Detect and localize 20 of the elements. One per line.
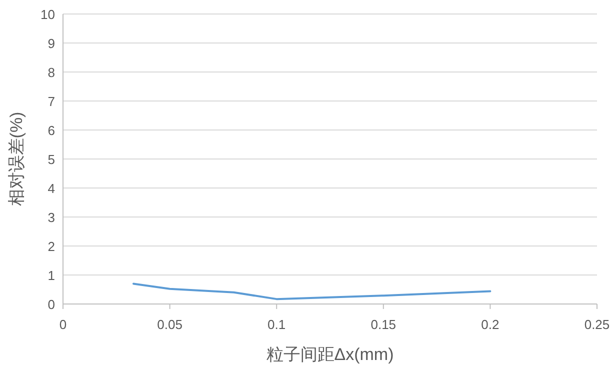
y-tick-label: 3 <box>48 210 55 225</box>
x-tick-label: 0.15 <box>370 317 396 332</box>
y-tick-label: 2 <box>48 239 55 254</box>
y-tick-label: 8 <box>48 65 55 80</box>
y-tick-label: 10 <box>40 7 55 22</box>
x-axis-title: 粒子间距Δx(mm) <box>266 345 394 364</box>
y-axis-title: 相对误差(%) <box>7 112 26 206</box>
y-tick-label: 6 <box>48 123 55 138</box>
y-tick-label: 7 <box>48 94 55 109</box>
x-tick-label: 0.25 <box>584 317 610 332</box>
y-tick-label: 0 <box>48 297 55 312</box>
x-tick-label: 0 <box>59 317 67 332</box>
x-tick-label: 0.05 <box>157 317 182 332</box>
y-tick-label: 1 <box>48 268 55 283</box>
y-tick-label: 9 <box>48 36 55 51</box>
y-tick-label: 5 <box>48 152 55 167</box>
y-tick-label: 4 <box>48 181 55 196</box>
line-series <box>132 282 492 300</box>
x-tick-label: 0.1 <box>268 317 286 332</box>
x-tick-label: 0.2 <box>481 317 500 332</box>
